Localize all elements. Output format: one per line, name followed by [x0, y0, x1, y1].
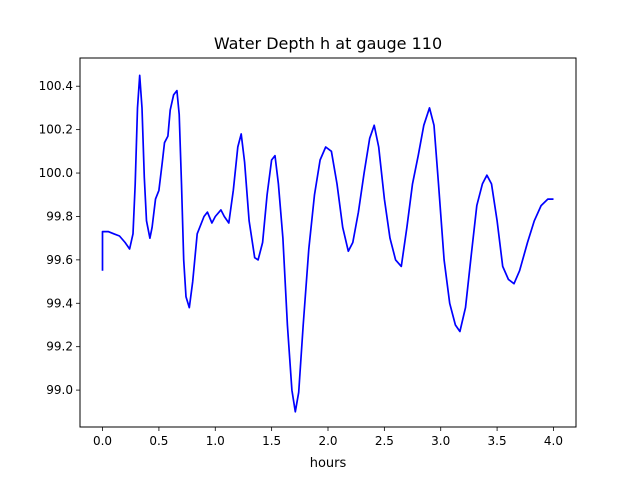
y-tick-label: 100.0: [39, 166, 73, 180]
x-tick-label: 1.0: [206, 434, 225, 448]
x-axis-label: hours: [310, 456, 347, 471]
x-axis: 0.0 0.5 1.0 1.5 2.0 2.5 3.0 3.5 4.0: [93, 427, 563, 448]
x-tick-label: 2.0: [318, 434, 337, 448]
chart-title: Water Depth h at gauge 110: [214, 34, 442, 53]
x-tick-label: 3.0: [431, 434, 450, 448]
x-tick-label: 4.0: [544, 434, 563, 448]
y-axis: 99.0 99.2 99.4 99.6 99.8 100.0 100.2 100.4: [39, 79, 80, 397]
y-tick-label: 100.4: [39, 79, 73, 93]
x-tick-label: 2.5: [375, 434, 394, 448]
x-tick-label: 0.5: [149, 434, 168, 448]
y-tick-label: 99.6: [46, 253, 73, 267]
x-tick-label: 0.0: [93, 434, 112, 448]
y-tick-label: 99.4: [46, 296, 73, 310]
x-tick-label: 1.5: [262, 434, 281, 448]
series-line: [101, 74, 554, 413]
y-tick-label: 99.8: [46, 209, 73, 223]
plot-area: [101, 74, 554, 413]
y-tick-label: 100.2: [39, 123, 73, 137]
y-tick-label: 99.0: [46, 383, 73, 397]
y-tick-label: 99.2: [46, 340, 73, 354]
x-tick-label: 3.5: [488, 434, 507, 448]
